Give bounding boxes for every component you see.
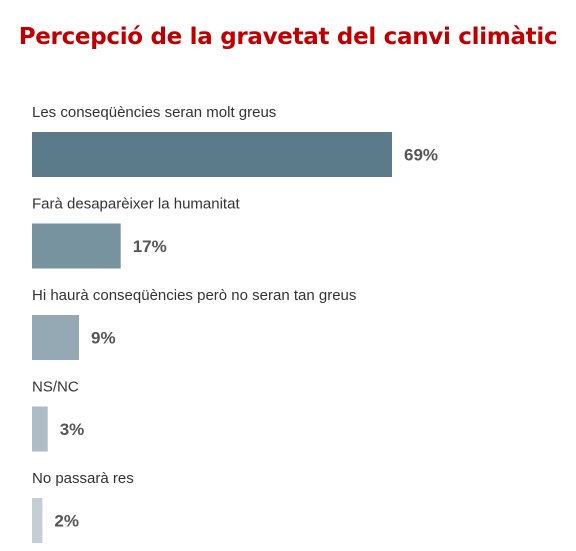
value-label: 2% <box>54 512 79 531</box>
value-label: 69% <box>404 146 438 165</box>
value-label: 3% <box>60 420 85 439</box>
bar <box>32 406 48 452</box>
category-label: Les conseqüències seran molt greus <box>32 104 276 121</box>
value-label: 17% <box>133 237 167 256</box>
category-label: Farà desaparèixer la humanitat <box>32 196 240 213</box>
value-label: 9% <box>91 329 116 348</box>
category-label: Hi haurà conseqüències però no seran tan… <box>32 287 356 304</box>
bar <box>32 498 43 543</box>
category-label: NS/NC <box>32 379 79 396</box>
category-label: No passarà res <box>32 470 134 487</box>
bar <box>32 315 79 360</box>
bar <box>32 223 121 269</box>
chart-title: Percepció de la gravetat del canvi climà… <box>18 24 558 50</box>
bar <box>32 132 392 177</box>
